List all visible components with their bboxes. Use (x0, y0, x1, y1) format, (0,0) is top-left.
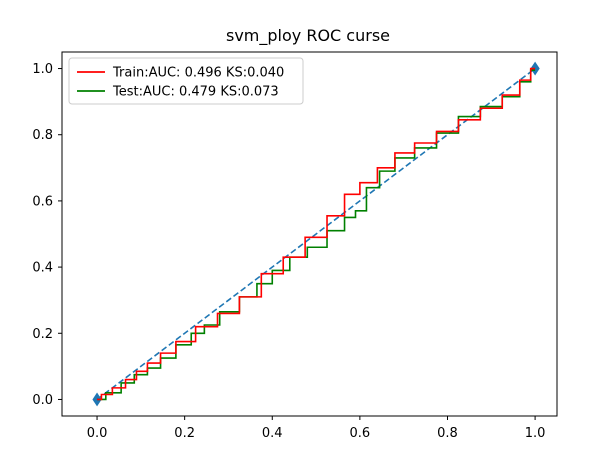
legend-train-label: Train:AUC: 0.496 KS:0.040 (112, 66, 284, 81)
y-tick-label: 0.2 (32, 327, 53, 342)
train-roc-line (97, 67, 536, 401)
y-tick-label: 0.0 (32, 393, 53, 408)
x-tick-label: 0.0 (87, 426, 108, 441)
random-baseline-line (96, 67, 536, 401)
y-tick-label: 0.8 (32, 128, 53, 143)
x-tick-label: 0.4 (262, 426, 283, 441)
legend-box (68, 57, 304, 105)
y-tick-label: 0.6 (32, 194, 53, 209)
x-tick-label: 0.8 (437, 426, 458, 441)
plot-frame (61, 51, 558, 417)
chart-title: svm_ploy ROC curse (226, 26, 390, 46)
y-tick-label: 1.0 (32, 62, 53, 77)
y-tick-label: 0.4 (32, 261, 53, 276)
legend-test-label: Test:AUC: 0.479 KS:0.073 (112, 85, 279, 100)
x-tick-label: 1.0 (525, 426, 546, 441)
x-tick-label: 0.6 (350, 426, 371, 441)
x-tick-label: 0.2 (174, 426, 195, 441)
